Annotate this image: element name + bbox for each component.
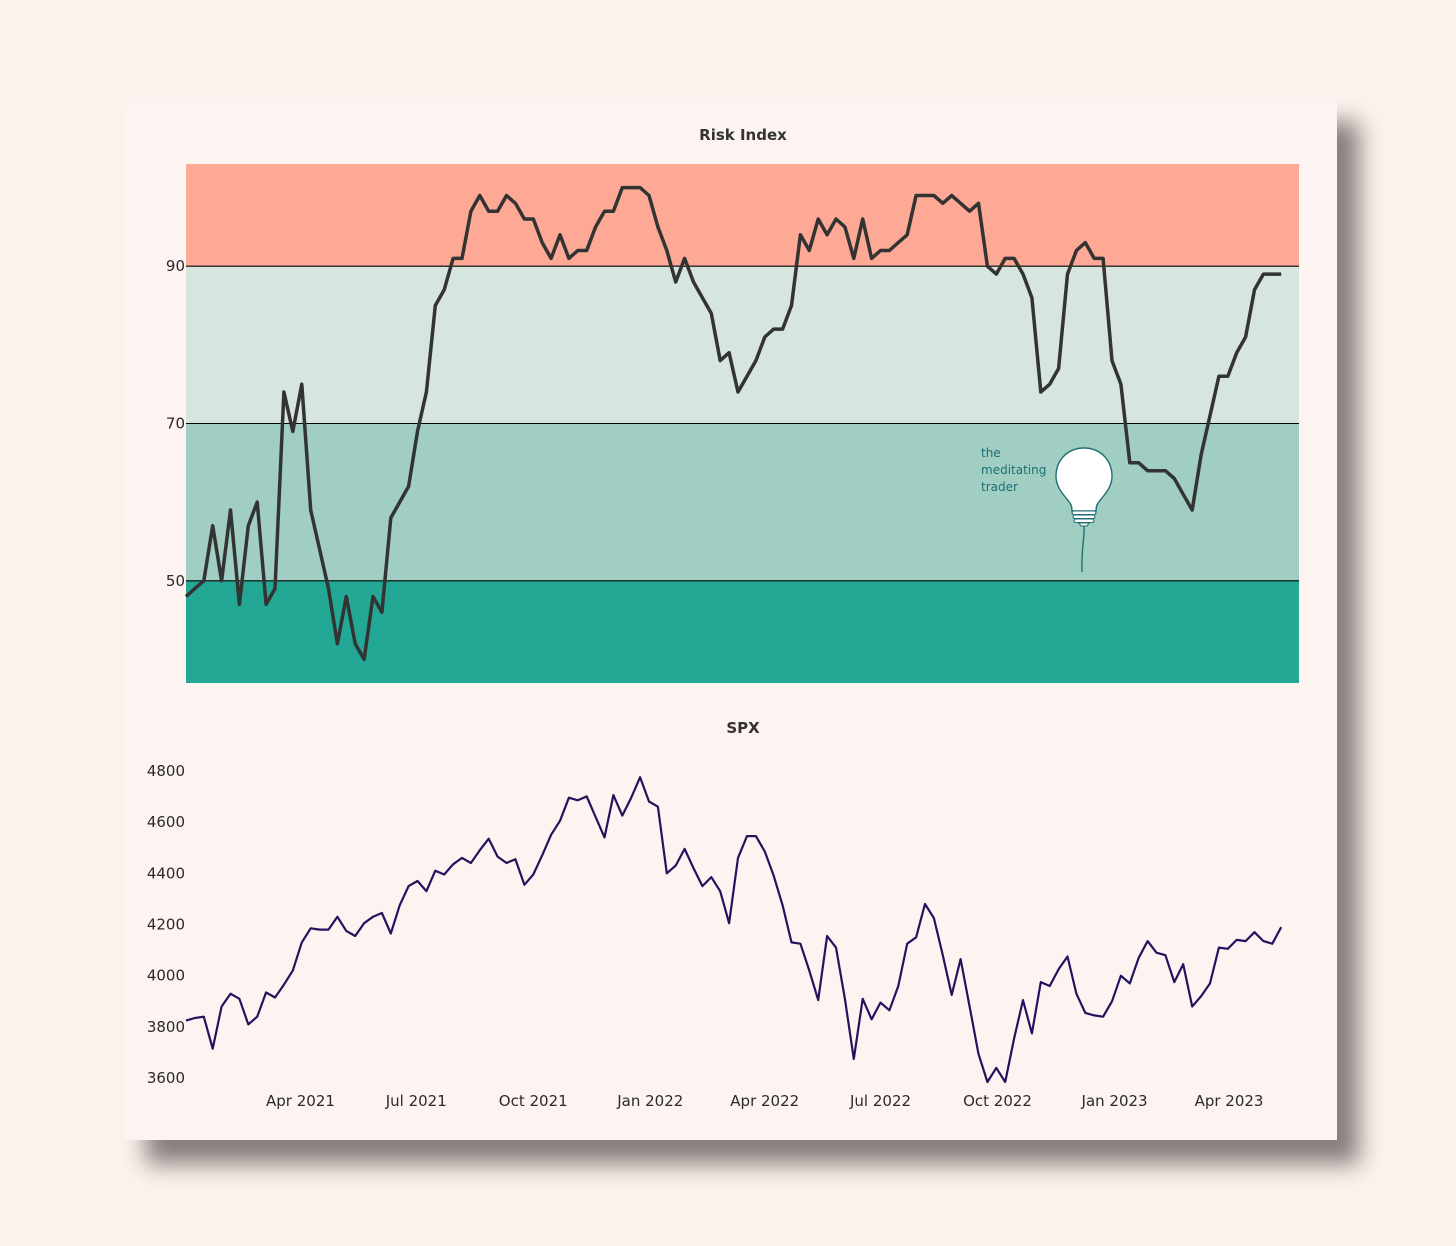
risk-y-tick-label: 70 — [166, 415, 185, 433]
spx-x-tick-label: Apr 2021 — [266, 1092, 335, 1110]
spx-title: SPX — [726, 719, 760, 737]
spx-x-tick-label: Jan 2022 — [616, 1092, 683, 1110]
spx-x-tick-label: Apr 2023 — [1195, 1092, 1264, 1110]
spx-series — [185, 776, 1283, 1084]
spx-y-tick-label: 3800 — [147, 1018, 185, 1036]
risk-band-2 — [186, 266, 1299, 424]
spx-x-tick-label: Apr 2022 — [730, 1092, 799, 1110]
risk-y-tick-label: 50 — [166, 572, 185, 590]
spx-y-tick-label: 4200 — [147, 916, 185, 934]
risk-band-1 — [186, 423, 1299, 581]
spx-x-axis: Apr 2021 Jul 2021 Oct 2021 Jan 2022 Apr 2022… — [266, 1092, 1263, 1110]
chart-card: Risk Index 50 70 90 the meditating trader … — [124, 98, 1337, 1140]
spx-y-tick-label: 4800 — [147, 762, 185, 780]
risk-y-tick-label: 90 — [166, 257, 185, 275]
spx-line — [185, 776, 1283, 1084]
risk-y-axis: 50 70 90 — [166, 257, 185, 590]
spx-x-tick-label: Jul 2022 — [849, 1092, 911, 1110]
logo-line-2: meditating — [981, 463, 1046, 477]
spx-x-tick-label: Oct 2022 — [963, 1092, 1032, 1110]
risk-zone-bands — [186, 164, 1299, 683]
risk-threshold-lines — [186, 265, 1299, 582]
meditating-trader-logo: the meditating trader — [981, 446, 1113, 573]
spx-y-tick-label: 4400 — [147, 864, 185, 882]
spx-y-tick-label: 4000 — [147, 967, 185, 985]
risk-index-title: Risk Index — [699, 126, 787, 144]
risk-index-series — [184, 185, 1282, 662]
spx-y-tick-label: 3600 — [147, 1069, 185, 1087]
logo-line-3: trader — [981, 480, 1018, 494]
spx-x-tick-label: Jan 2023 — [1081, 1092, 1148, 1110]
spx-x-tick-label: Oct 2021 — [499, 1092, 568, 1110]
risk-index-line — [184, 185, 1282, 662]
lightbulb-balloon-icon — [1055, 447, 1113, 573]
risk-band-3 — [186, 164, 1299, 267]
spx-x-tick-label: Jul 2021 — [385, 1092, 447, 1110]
spx-y-axis: 3600 3800 4000 4200 4400 4600 4800 — [147, 762, 185, 1087]
logo-line-1: the — [981, 446, 1001, 460]
spx-y-tick-label: 4600 — [147, 813, 185, 831]
